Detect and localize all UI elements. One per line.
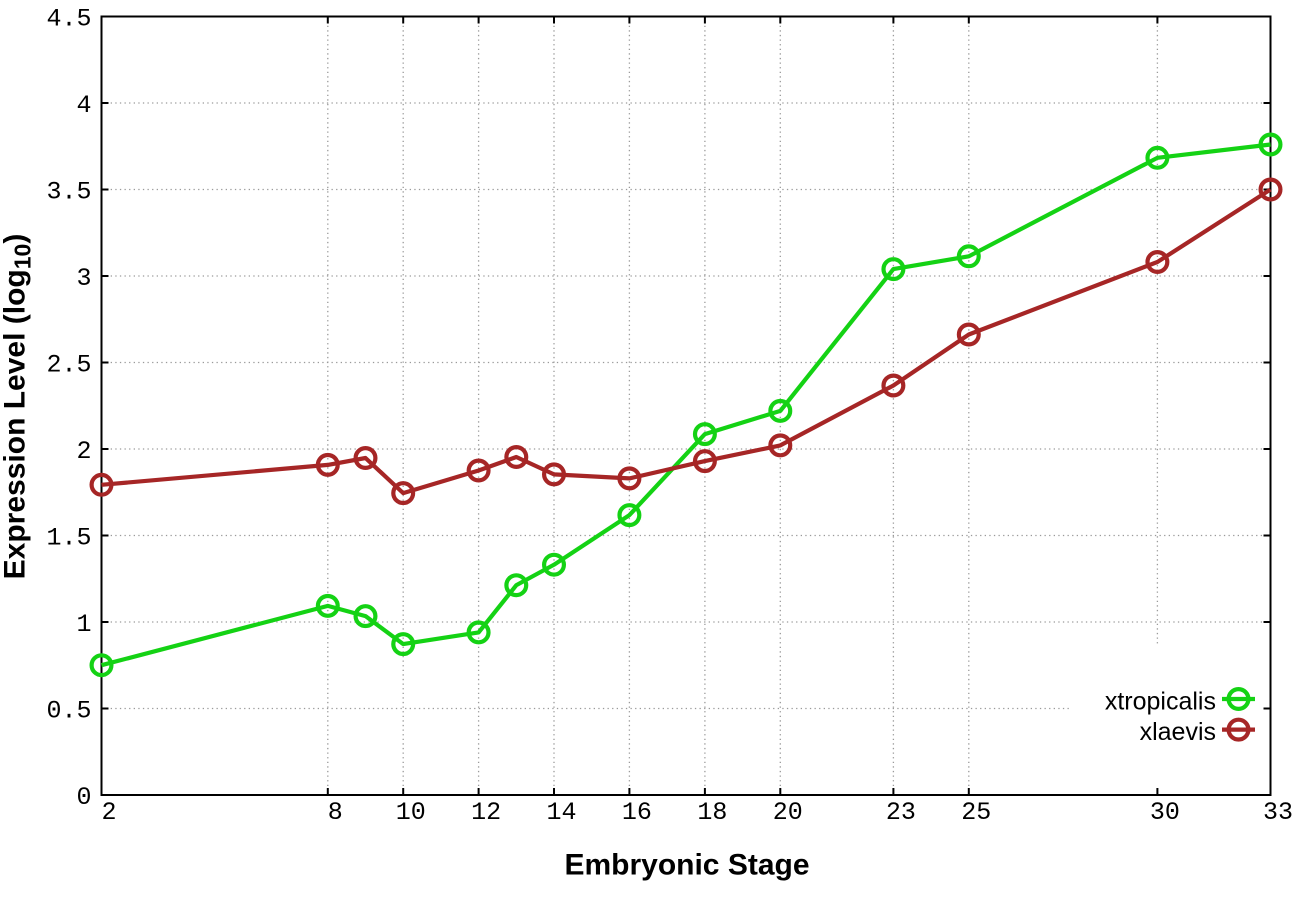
- svg-text:Embryonic Stage: Embryonic Stage: [564, 849, 809, 882]
- svg-text:2.5: 2.5: [46, 350, 91, 379]
- svg-text:1: 1: [76, 610, 91, 639]
- svg-text:10: 10: [396, 798, 426, 827]
- svg-text:0: 0: [76, 783, 91, 812]
- svg-text:3.5: 3.5: [46, 177, 91, 206]
- svg-text:xtropicalis: xtropicalis: [1105, 687, 1216, 715]
- svg-text:Expression Level (log10): Expression Level (log10): [0, 234, 36, 580]
- svg-text:20: 20: [773, 798, 803, 827]
- svg-text:30: 30: [1150, 798, 1180, 827]
- svg-text:2: 2: [76, 437, 91, 466]
- svg-text:0.5: 0.5: [46, 696, 91, 725]
- svg-text:23: 23: [886, 798, 916, 827]
- svg-text:12: 12: [471, 798, 501, 827]
- svg-text:33: 33: [1263, 798, 1293, 827]
- svg-text:4.5: 4.5: [46, 4, 91, 33]
- svg-text:16: 16: [622, 798, 652, 827]
- svg-text:3: 3: [76, 264, 91, 293]
- svg-text:25: 25: [961, 798, 991, 827]
- svg-text:8: 8: [328, 798, 343, 827]
- svg-text:xlaevis: xlaevis: [1140, 718, 1216, 746]
- svg-text:1.5: 1.5: [46, 523, 91, 552]
- svg-text:14: 14: [546, 798, 576, 827]
- svg-text:4: 4: [76, 91, 91, 120]
- svg-text:2: 2: [101, 798, 116, 827]
- svg-text:18: 18: [697, 798, 727, 827]
